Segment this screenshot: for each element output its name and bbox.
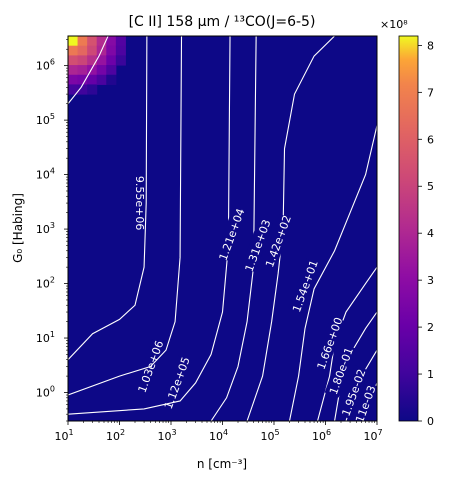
- heat-cell: [68, 45, 79, 56]
- contour-label-gap: [337, 365, 369, 420]
- y-tick-label: 100: [36, 385, 55, 400]
- peak-heat-cells: [68, 36, 126, 95]
- chart-title: [C II] 158 μm / ¹³CO(J=6-5): [129, 14, 316, 30]
- heat-cell: [106, 36, 117, 47]
- heat-cell: [87, 84, 98, 95]
- x-tick-label: 107: [363, 428, 382, 443]
- contour-label-gap: [160, 355, 193, 410]
- colorbar-tick-label: 8: [427, 39, 434, 52]
- heat-cell: [77, 84, 88, 95]
- heat-cell: [115, 36, 126, 47]
- heat-cell: [96, 55, 107, 66]
- y-tick-label: 104: [36, 167, 55, 182]
- heat-cell: [106, 45, 117, 56]
- heat-cell: [77, 36, 88, 47]
- colorbar-tick-label: 5: [427, 180, 434, 193]
- colorbar-tick-label: 1: [427, 368, 434, 381]
- contour-line: [210, 36, 257, 421]
- heat-cell: [68, 84, 79, 95]
- colorbar-multiplier: ×10⁸: [380, 18, 408, 31]
- colorbar: [398, 35, 419, 422]
- y-tick-label: 105: [36, 112, 55, 127]
- colorbar-tick-label: 6: [427, 133, 434, 146]
- colorbar-tick-label: 2: [427, 321, 434, 334]
- heat-cell: [68, 55, 79, 66]
- y-axis-ticks: 100 101 102 103 104 105 106: [36, 39, 68, 422]
- contour-line: [68, 36, 183, 396]
- contour-label-gap: [324, 343, 357, 398]
- x-tick-label: 105: [260, 428, 279, 443]
- heat-cell: [87, 36, 98, 47]
- heat-cell: [106, 65, 117, 76]
- x-tick-label: 103: [157, 428, 176, 443]
- heat-cell: [106, 55, 117, 66]
- heat-cell: [87, 65, 98, 76]
- contour-label-gap: [288, 258, 321, 313]
- contour-label-gap: [215, 207, 248, 262]
- contour-label-gap: [241, 218, 274, 273]
- colorbar-tick-label: 0: [427, 415, 434, 428]
- heat-cell: [115, 55, 126, 66]
- y-axis-label: G₀ [Habing]: [11, 193, 25, 263]
- heat-cell: [96, 36, 107, 47]
- heat-cell: [96, 74, 107, 85]
- heat-cell: [77, 65, 88, 76]
- colorbar-ticks: 0 1 2 3 4 5 6 7 8: [418, 39, 434, 428]
- colorbar-tick-label: 7: [427, 86, 434, 99]
- y-tick-label: 101: [36, 330, 55, 345]
- y-tick-label: 102: [36, 276, 55, 291]
- x-tick-label: 101: [54, 428, 73, 443]
- heat-cell: [68, 74, 79, 85]
- heat-cell: [77, 55, 88, 66]
- y-tick-label: 106: [36, 58, 55, 73]
- heat-cell: [96, 65, 107, 76]
- colorbar-tick-label: 4: [427, 227, 434, 240]
- contour-line: [288, 125, 377, 421]
- contour-label-gap: [313, 316, 346, 371]
- x-axis-label: n [cm⁻³]: [197, 457, 247, 471]
- contour-line: [68, 36, 109, 105]
- heat-cell: [106, 74, 117, 85]
- contour-label: 9.55e+06: [133, 176, 146, 230]
- contour-line: [68, 36, 148, 361]
- plot-area: [68, 36, 377, 421]
- heat-cell: [68, 36, 79, 47]
- contour-label-gap: [132, 177, 148, 230]
- contour-label-gap: [261, 213, 294, 268]
- heat-cell: [87, 55, 98, 66]
- heat-cell: [87, 45, 98, 56]
- contour-label-gap: [347, 381, 377, 421]
- heat-cell: [115, 45, 126, 56]
- heat-cell: [77, 74, 88, 85]
- colorbar-tick-label: 3: [427, 274, 434, 287]
- heat-cell: [87, 74, 98, 85]
- y-tick-label: 103: [36, 221, 55, 236]
- x-axis-ticks: 101 102 103 104 105 106 107: [54, 421, 383, 443]
- x-tick-label: 104: [209, 428, 228, 443]
- x-tick-label: 106: [312, 428, 331, 443]
- heat-cell: [68, 65, 79, 76]
- x-tick-label: 102: [106, 428, 125, 443]
- heat-cell: [77, 45, 88, 56]
